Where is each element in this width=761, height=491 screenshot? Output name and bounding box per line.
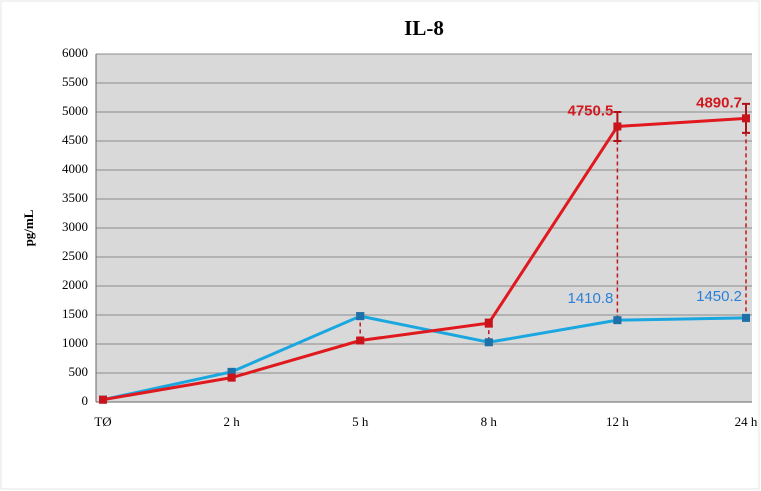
marker	[356, 336, 365, 345]
x-tick-label: 5 h	[352, 414, 369, 429]
marker	[742, 313, 750, 322]
x-tick-label: 8 h	[481, 414, 498, 429]
y-tick-label: 1000	[62, 335, 88, 350]
chart-title: IL-8	[404, 16, 444, 40]
y-axis-label: pg/mL	[21, 209, 36, 246]
series-line	[102, 314, 747, 402]
x-tick-label: 2 h	[223, 414, 240, 429]
marker	[742, 114, 750, 123]
value-label: 4750.5	[568, 102, 614, 119]
y-tick-label: 4500	[62, 132, 88, 147]
marker	[484, 319, 493, 328]
marker	[613, 122, 622, 131]
marker	[484, 338, 493, 347]
marker	[99, 395, 107, 404]
y-tick-label: 2500	[62, 248, 88, 263]
x-tick-label: TØ	[94, 414, 111, 429]
y-tick-label: 2000	[62, 277, 88, 292]
y-tick-label: 1500	[62, 306, 88, 321]
y-tick-label: 4000	[62, 161, 88, 176]
series-line	[102, 116, 747, 402]
y-tick-label: 3500	[62, 190, 88, 205]
y-tick-label: 5000	[62, 103, 88, 118]
marker	[227, 367, 236, 376]
y-tick-label: 6000	[62, 45, 88, 60]
y-tick-label: 3000	[62, 219, 88, 234]
marker	[613, 316, 622, 325]
y-tick-label: 5500	[62, 74, 88, 89]
value-label: 1410.8	[568, 290, 614, 307]
marker	[356, 312, 365, 321]
marker	[227, 373, 236, 382]
y-tick-label: 500	[69, 364, 89, 379]
x-tick-label: 12 h	[606, 414, 629, 429]
value-label: 1450.2	[696, 288, 742, 305]
value-label: 4890.7	[696, 94, 742, 111]
y-tick-label: 0	[82, 393, 89, 408]
x-tick-label: 24 h	[735, 414, 758, 429]
